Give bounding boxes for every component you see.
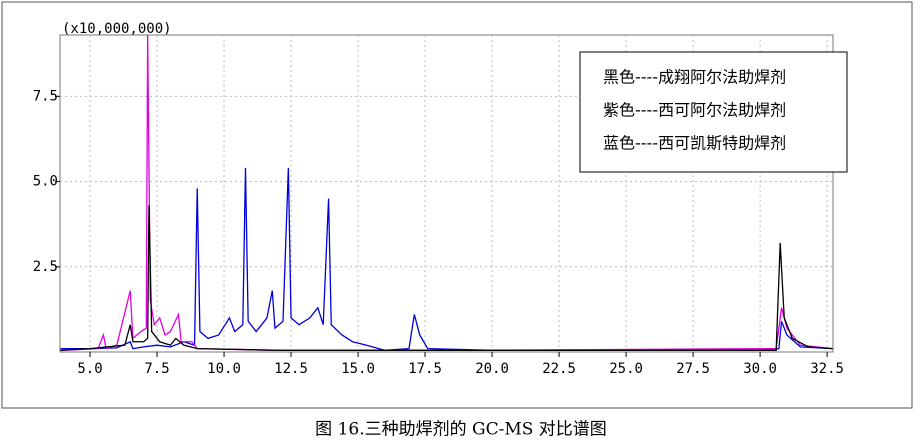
series-line: [60, 167, 833, 351]
x-tick-label: 15.0: [341, 361, 375, 377]
y-tick-label: 7.5: [33, 88, 58, 104]
x-tick-label: 20.0: [475, 361, 509, 377]
series-line: [60, 34, 833, 351]
outer-frame: [1, 1, 913, 409]
x-tick-label: 27.5: [676, 361, 710, 377]
series-line: [60, 205, 833, 351]
x-tick-label: 25.0: [609, 361, 643, 377]
plot-area: [59, 34, 834, 353]
legend-label: 黑色----成翔阿尔法助焊剂: [603, 68, 786, 87]
x-tick-label: 5.0: [77, 361, 102, 377]
x-tick-label: 10.0: [207, 361, 241, 377]
x-tick-label: 30.0: [743, 361, 777, 377]
x-tick-label: 22.5: [542, 361, 576, 377]
multiplier-label: (x10,000,000): [62, 21, 172, 37]
x-tick-label: 32.5: [810, 361, 844, 377]
caption: 图 16.三种助焊剂的 GC-MS 对比谱图: [315, 420, 607, 440]
legend-label: 紫色----西可阿尔法助焊剂: [603, 101, 786, 120]
y-tick-label: 2.5: [33, 259, 58, 275]
legend-label: 蓝色----西可凯斯特助焊剂: [603, 134, 786, 153]
x-tick-label: 17.5: [408, 361, 442, 377]
legend-box: [579, 51, 848, 173]
x-tick-label: 7.5: [144, 361, 169, 377]
y-tick-label: 5.0: [33, 174, 58, 190]
x-tick-label: 12.5: [274, 361, 308, 377]
